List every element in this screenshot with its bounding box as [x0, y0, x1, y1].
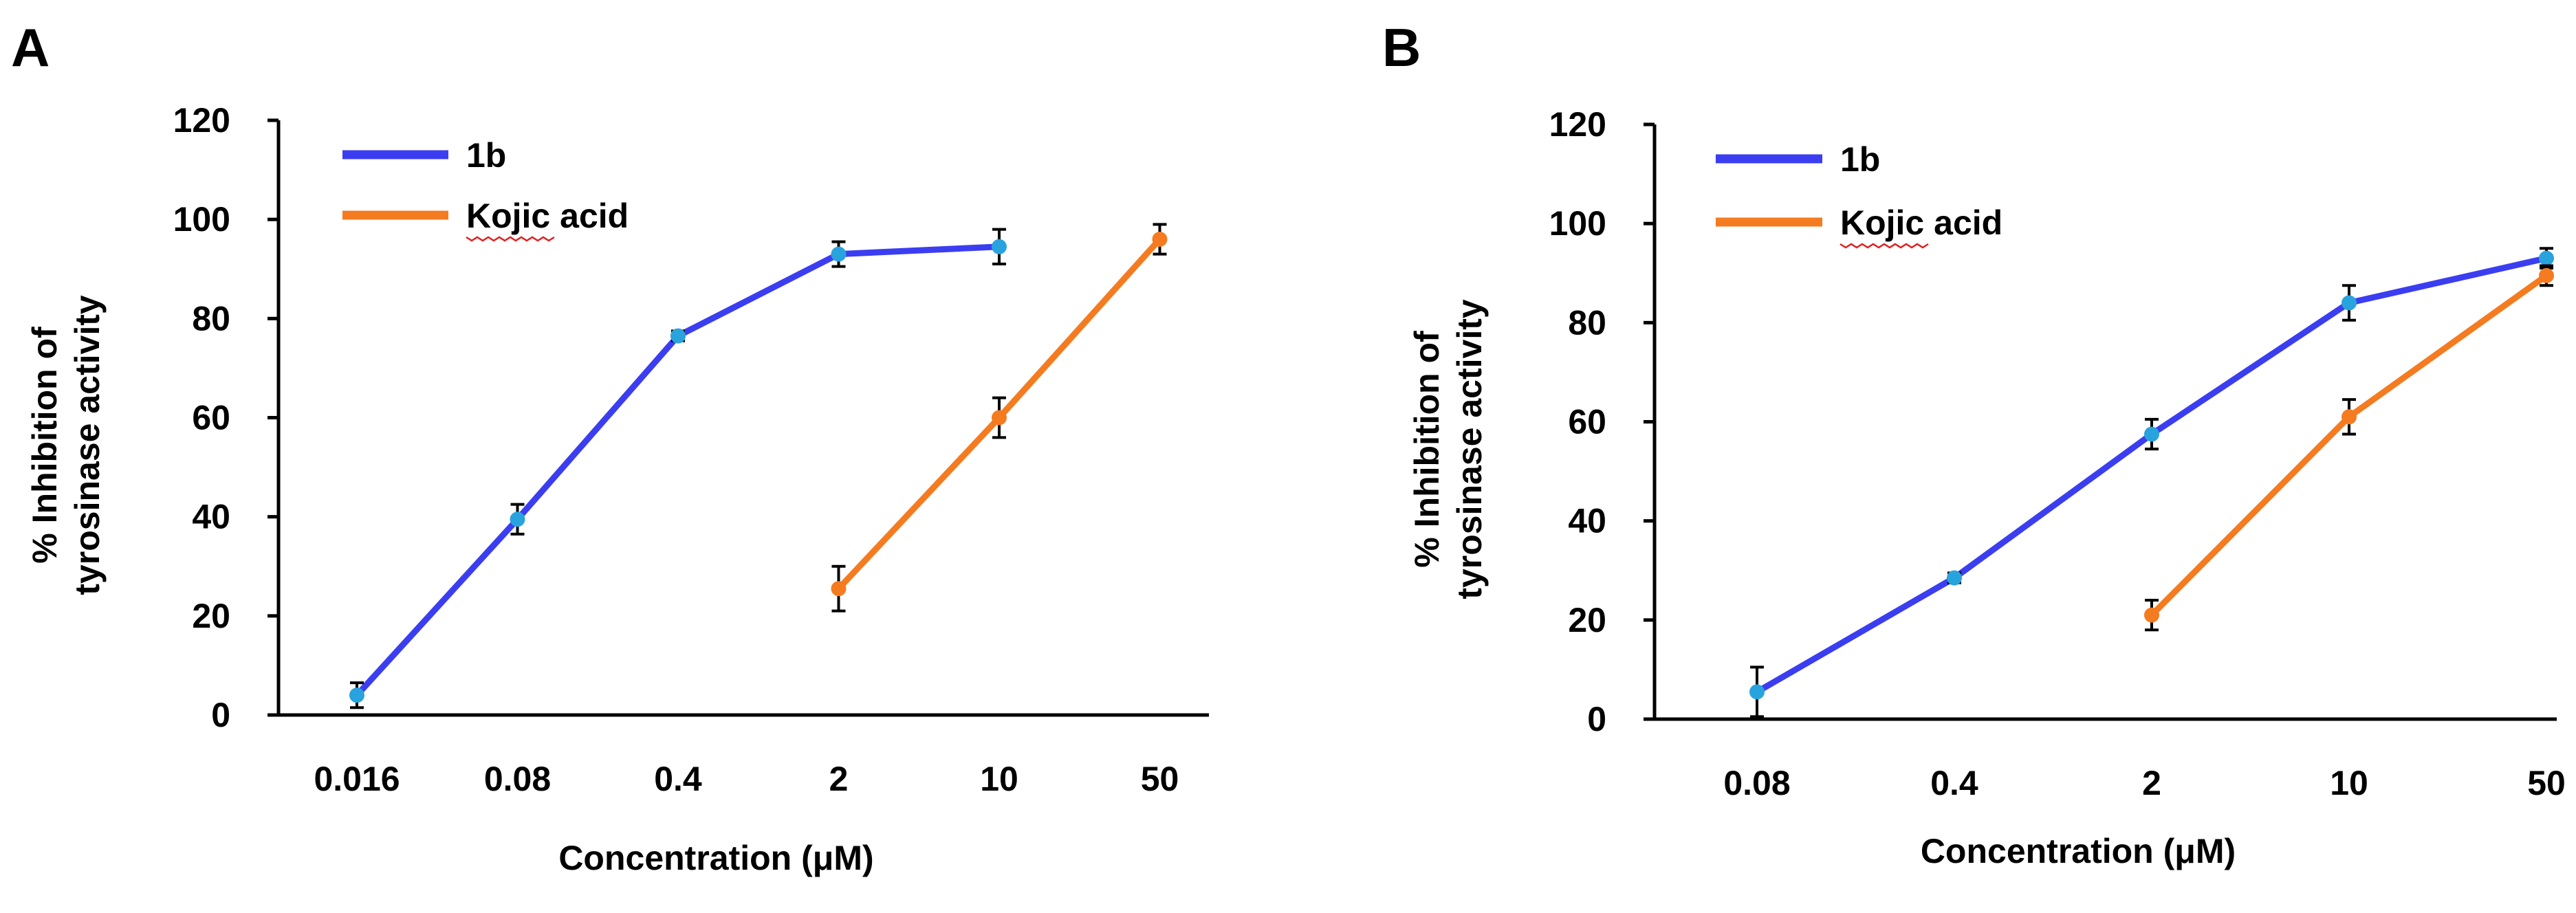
panel-a-x-tick-label: 0.4 — [654, 760, 702, 798]
panel-a-x-tick-label: 2 — [829, 760, 849, 798]
panel-a-series-1b-point — [510, 512, 525, 527]
panel-a-series-1b-point — [831, 246, 847, 262]
panel-b-y-tick-label: 0 — [1587, 700, 1606, 738]
panel-b-series-kojic-acid-point — [2144, 607, 2159, 623]
panel-b-x-tick-label: 10 — [2330, 764, 2368, 802]
panel-a-x-axis-title: Concentration (μM) — [558, 839, 873, 877]
panel-b-series-kojic-acid-legend-label: Kojic acid — [1840, 204, 2002, 242]
panel-b-series-kojic-acid-point — [2342, 409, 2357, 425]
panel-b-series-1b-point — [1947, 570, 1962, 586]
panel-b-letter: B — [1382, 17, 1421, 78]
panel-a-series-1b-point — [670, 328, 686, 344]
panel-a-series-1b-legend-label: 1b — [466, 136, 506, 175]
panel-a-y-tick-label: 100 — [173, 200, 230, 239]
panel-a-y-tick-label: 40 — [192, 498, 230, 536]
panel-b-x-tick-label: 0.08 — [1723, 764, 1790, 802]
panel-a-y-tick-label: 0 — [211, 696, 230, 734]
panel-b-series-kojic-acid-line — [2148, 272, 2550, 619]
panel-a-x-tick-label: 50 — [1141, 760, 1179, 798]
panel-b-y-tick-label: 80 — [1568, 303, 1606, 342]
panel-a-letter: A — [11, 17, 50, 78]
panel-b-x-axis-title: Concentration (μM) — [1921, 832, 2236, 870]
panel-b: B 0 20 40 60 80 100 120 0.08 0.4 2 10 50 Concentrati… — [1382, 17, 2566, 870]
panel-b-series-1b-legend-label: 1b — [1840, 140, 1880, 179]
panel-b-y-tick-label: 40 — [1568, 502, 1606, 540]
panel-b-series-kojic-acid-point — [2539, 267, 2554, 283]
panel-b-x-tick-label: 50 — [2527, 764, 2566, 802]
panel-a-series-kojic-acid-point — [831, 581, 847, 597]
panel-b-y-axis-title-line2: tyrosinase activity — [1450, 299, 1489, 600]
panel-b-y-tick-label: 20 — [1568, 601, 1606, 639]
panel-b-series-1b-point — [2539, 250, 2554, 266]
panel-a-series-kojic-acid-legend-label: Kojic acid — [466, 197, 629, 235]
panel-a-x-tick-label: 10 — [980, 760, 1018, 798]
panel-a-spellcheck-underline — [466, 236, 555, 242]
panel-a-series-1b-point — [992, 239, 1007, 254]
panel-a-series-kojic-acid-point — [992, 410, 1007, 426]
panel-a-y-tick-label: 120 — [173, 101, 230, 140]
panel-a-y-tick-label: 60 — [192, 399, 230, 437]
panel-b-series-1b-point — [1749, 684, 1765, 700]
panel-a: A 0 20 40 60 80 100 120 0.016 0.08 0.4 2 10 50 Concen… — [11, 17, 1209, 877]
panel-b-spellcheck-underline — [1840, 243, 1929, 249]
panel-b-series-1b-point — [2342, 295, 2357, 311]
panel-b-y-axis-title-line1: % Inhibition of — [1408, 331, 1446, 568]
panel-b-y-tick-label: 120 — [1549, 105, 1606, 144]
panel-b-y-tick-label: 60 — [1568, 403, 1606, 441]
panel-b-y-tick-label: 100 — [1549, 204, 1606, 243]
panel-a-y-tick-label: 80 — [192, 299, 230, 338]
panel-a-series-1b-line — [353, 243, 1003, 698]
panel-a-series-kojic-acid-point — [1152, 232, 1168, 247]
panel-a-y-axis-title-line1: % Inhibition of — [25, 327, 64, 564]
panel-b-series-1b-point — [2144, 426, 2159, 442]
panel-b-x-tick-label: 0.4 — [1930, 764, 1978, 802]
panel-a-y-axis-title-line2: tyrosinase activity — [68, 295, 107, 595]
panel-a-series-1b-point — [349, 688, 364, 703]
panel-b-x-tick-label: 2 — [2142, 764, 2161, 802]
panel-a-y-tick-label: 20 — [192, 597, 230, 635]
panel-a-x-tick-label: 0.08 — [484, 760, 551, 798]
panel-a-x-tick-label: 0.016 — [314, 760, 400, 798]
